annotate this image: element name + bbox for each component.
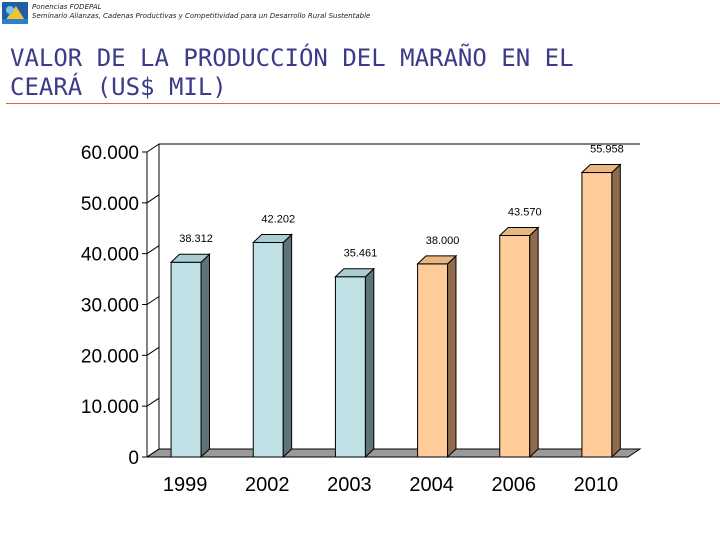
y-tick-label: 60.000 (81, 143, 139, 164)
bar-2010 (580, 163, 622, 459)
bar-front (170, 261, 202, 458)
bar-top (498, 227, 540, 237)
x-tick-label: 2002 (245, 474, 290, 496)
chart-floor (145, 448, 642, 458)
y-tick-connector (146, 448, 160, 458)
chart-back-wall (158, 143, 640, 449)
bar-side (447, 254, 457, 459)
data-label: 35.461 (344, 248, 378, 260)
data-label: 38.312 (179, 233, 213, 245)
x-tick-label: 2006 (492, 474, 537, 496)
bar-top (169, 253, 211, 263)
data-label: 42.202 (261, 213, 295, 225)
data-label: 55.958 (590, 144, 624, 156)
y-tick-connector (146, 296, 160, 305)
y-tick-connector (146, 245, 160, 255)
bar-2003 (334, 267, 376, 459)
bar-top (580, 164, 622, 174)
bar-side (611, 163, 621, 459)
data-label: 38.000 (426, 235, 460, 247)
bar-side (364, 267, 375, 459)
y-tick-label: 40.000 (81, 245, 139, 266)
y-tick-connector (146, 397, 160, 407)
y-tick-connector (146, 346, 160, 356)
header-line-1: Ponencias FODEPAL (32, 3, 102, 11)
bar-2002 (252, 233, 293, 459)
bar-front (334, 276, 366, 458)
y-tick-label: 50.000 (81, 194, 139, 215)
bar-front (499, 235, 531, 458)
bar-side (529, 226, 539, 459)
bar-front (252, 241, 284, 458)
x-tick-label: 1999 (163, 474, 208, 496)
slide-title: VALOR DE LA PRODUCCIÓN DEL MARAÑO EN EL … (10, 44, 710, 102)
y-tick-label: 0 (128, 448, 139, 469)
y-tick-connector (146, 194, 160, 204)
bar-top (416, 255, 458, 265)
bar-2004 (416, 254, 458, 459)
data-label: 43.570 (508, 207, 542, 219)
fodepal-logo-icon (2, 2, 28, 24)
bar-2006 (498, 226, 540, 459)
bar-side (200, 253, 210, 459)
y-tick-label: 30.000 (81, 296, 139, 317)
title-divider (6, 103, 720, 104)
bar-1999 (169, 253, 211, 459)
bar-top (334, 268, 376, 278)
x-tick-label: 2003 (327, 474, 372, 496)
header-line-2: Seminario Alianzas, Cadenas Productivas … (32, 12, 371, 20)
x-tick-label: 2010 (574, 474, 619, 496)
y-tick-connector (146, 143, 160, 153)
bar-top (252, 233, 293, 243)
bar-side (282, 233, 293, 459)
y-tick-label: 20.000 (81, 346, 139, 367)
x-tick-label: 2004 (409, 474, 454, 496)
y-tick-label: 10.000 (81, 397, 139, 418)
bar-front (581, 172, 613, 458)
slide-title-line-1: VALOR DE LA PRODUCCIÓN DEL MARAÑO EN EL (10, 44, 574, 72)
slide-title-line-2: CEARÁ (US$ MIL) (10, 73, 227, 101)
bar-front (417, 263, 449, 458)
